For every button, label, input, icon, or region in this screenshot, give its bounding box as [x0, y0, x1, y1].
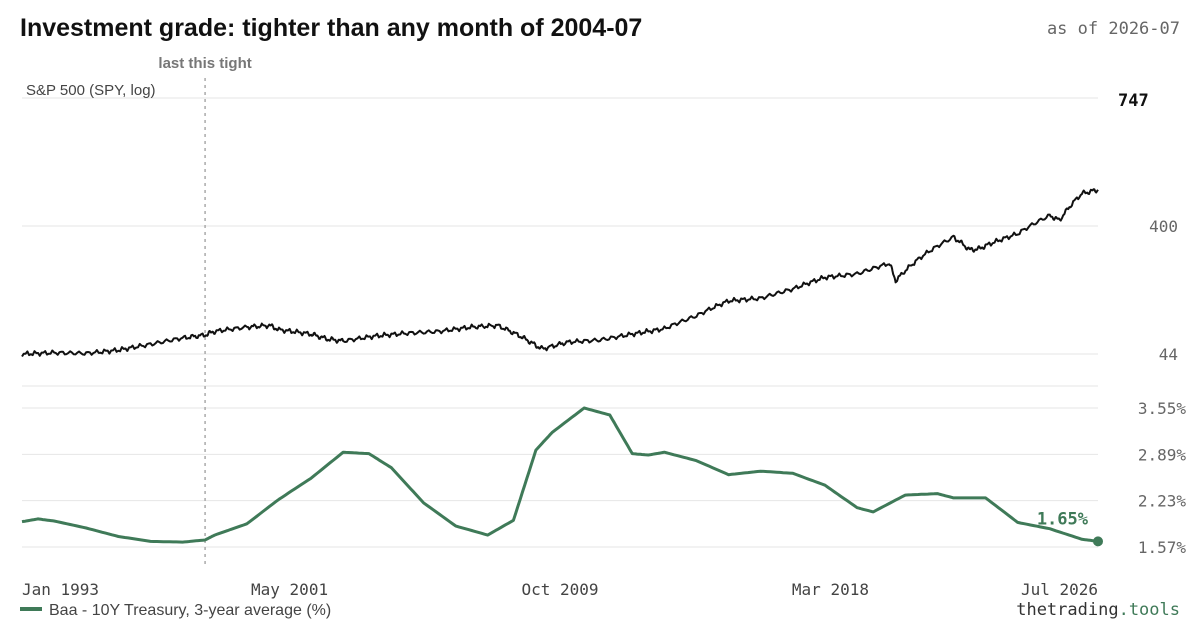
bottom-y-tick-label: 2.89% — [1138, 445, 1187, 464]
brand-name: thetrading — [1016, 600, 1118, 620]
sp500-end-value-label: 747 — [1118, 91, 1149, 111]
bottom-y-tick-label: 2.23% — [1138, 492, 1187, 511]
top-y-tick-label: 400 — [1149, 217, 1178, 236]
spread-series-line — [21, 406, 1099, 544]
brand-text: thetrading.tools — [1016, 600, 1180, 620]
brand-suffix: .tools — [1119, 600, 1180, 620]
last-this-tight-annotation: last this tight — [158, 55, 251, 72]
sp500-series-line — [21, 188, 1099, 358]
x-tick-label: Jan 1993 — [22, 580, 99, 599]
bottom-panel-gridlines — [22, 385, 1098, 548]
x-tick-label: Mar 2018 — [792, 580, 869, 599]
top-y-tick-labels: 44 400 — [1149, 217, 1178, 364]
x-tick-label: Oct 2009 — [521, 580, 598, 599]
x-tick-label: May 2001 — [251, 580, 328, 599]
spread-end-value-label: 1.65% — [1037, 509, 1089, 529]
x-axis-tick-labels: Jan 1993 May 2001 Oct 2009 Mar 2018 Jul 2026 — [22, 580, 1098, 599]
bottom-y-tick-label: 1.57% — [1138, 538, 1187, 557]
x-tick-label: Jul 2026 — [1021, 580, 1098, 599]
bottom-y-tick-label: 3.55% — [1138, 399, 1187, 418]
legend-label: Baa - 10Y Treasury, 3-year average (%) — [49, 602, 331, 619]
as-of-label: as of 2026-07 — [1047, 19, 1180, 39]
spread-end-point — [1093, 536, 1103, 547]
chart-title: Investment grade: tighter than any month… — [20, 14, 642, 42]
top-panel-gridlines — [22, 97, 1098, 355]
top-y-tick-label: 44 — [1159, 345, 1178, 364]
bottom-y-tick-labels: 1.57% 2.23% 2.89% 3.55% — [1138, 399, 1187, 557]
sp500-panel-label: S&P 500 (SPY, log) — [26, 82, 156, 99]
